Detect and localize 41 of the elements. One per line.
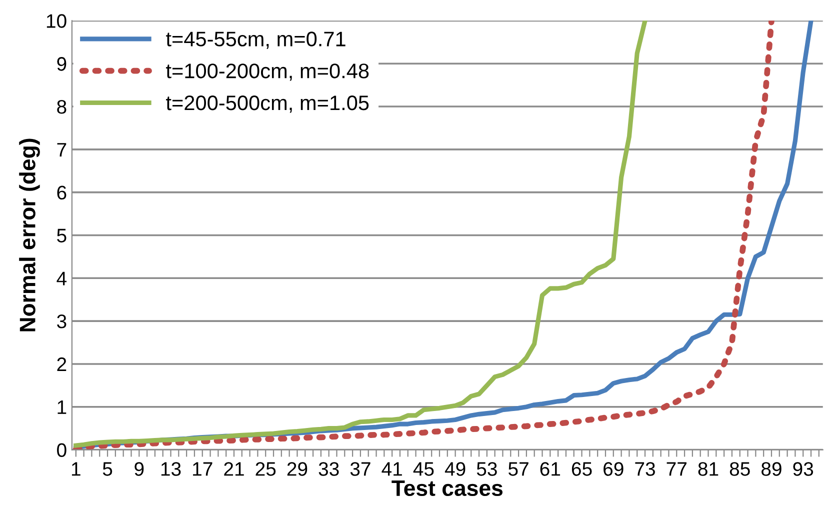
legend-label: t=45-55cm, m=0.71: [166, 32, 346, 49]
x-tick-label: 93: [793, 462, 814, 476]
y-tick-label: 10: [46, 14, 66, 28]
y-tick-label: 8: [57, 100, 66, 114]
x-tick-label: 37: [350, 462, 370, 476]
x-tick-label: 73: [635, 462, 655, 476]
x-tick-label: 89: [762, 462, 782, 476]
x-tick-label: 25: [256, 462, 276, 476]
x-tick-label: 85: [730, 462, 750, 476]
y-tick-label: 9: [57, 57, 66, 71]
y-tick-label: 4: [56, 272, 67, 286]
y-tick-label: 6: [57, 186, 66, 200]
y-tick-label: 5: [57, 228, 66, 242]
y-axis-title: Normal error (deg): [19, 138, 40, 332]
line-series: [74, 20, 648, 448]
x-tick-label: 17: [193, 462, 212, 476]
x-tick-label: 49: [444, 462, 466, 476]
x-tick-label: 33: [318, 462, 339, 476]
x-tick-label: 5: [102, 462, 112, 476]
x-tick-label: 69: [604, 462, 624, 476]
x-tick-label: 61: [540, 462, 560, 476]
x-tick-label: 45: [413, 462, 434, 476]
x-axis-title: Test cases: [392, 480, 503, 496]
x-tick-label: 41: [382, 462, 402, 476]
x-tick-label: 1: [72, 462, 80, 476]
y-tick-label: 2: [57, 357, 66, 372]
y-tick-label: 1: [58, 400, 66, 414]
x-tick-label: 53: [476, 462, 497, 476]
x-tick-label: 57: [508, 462, 528, 476]
x-tick-label: 29: [287, 462, 308, 476]
y-tick-label: 0: [57, 443, 66, 458]
legend-label: t=100-200cm, m=0.48: [166, 64, 369, 81]
x-tick-label: 65: [572, 462, 592, 476]
x-tick-label: 81: [698, 462, 718, 476]
legend-label: t=200-500cm, m=1.05: [166, 95, 369, 113]
x-tick-label: 9: [134, 462, 144, 476]
x-tick-label: 77: [666, 462, 686, 476]
x-tick-label: 21: [224, 462, 244, 476]
x-tick-label: 13: [161, 462, 181, 476]
y-tick-label: 7: [57, 143, 66, 156]
y-tick-label: 3: [57, 314, 66, 328]
